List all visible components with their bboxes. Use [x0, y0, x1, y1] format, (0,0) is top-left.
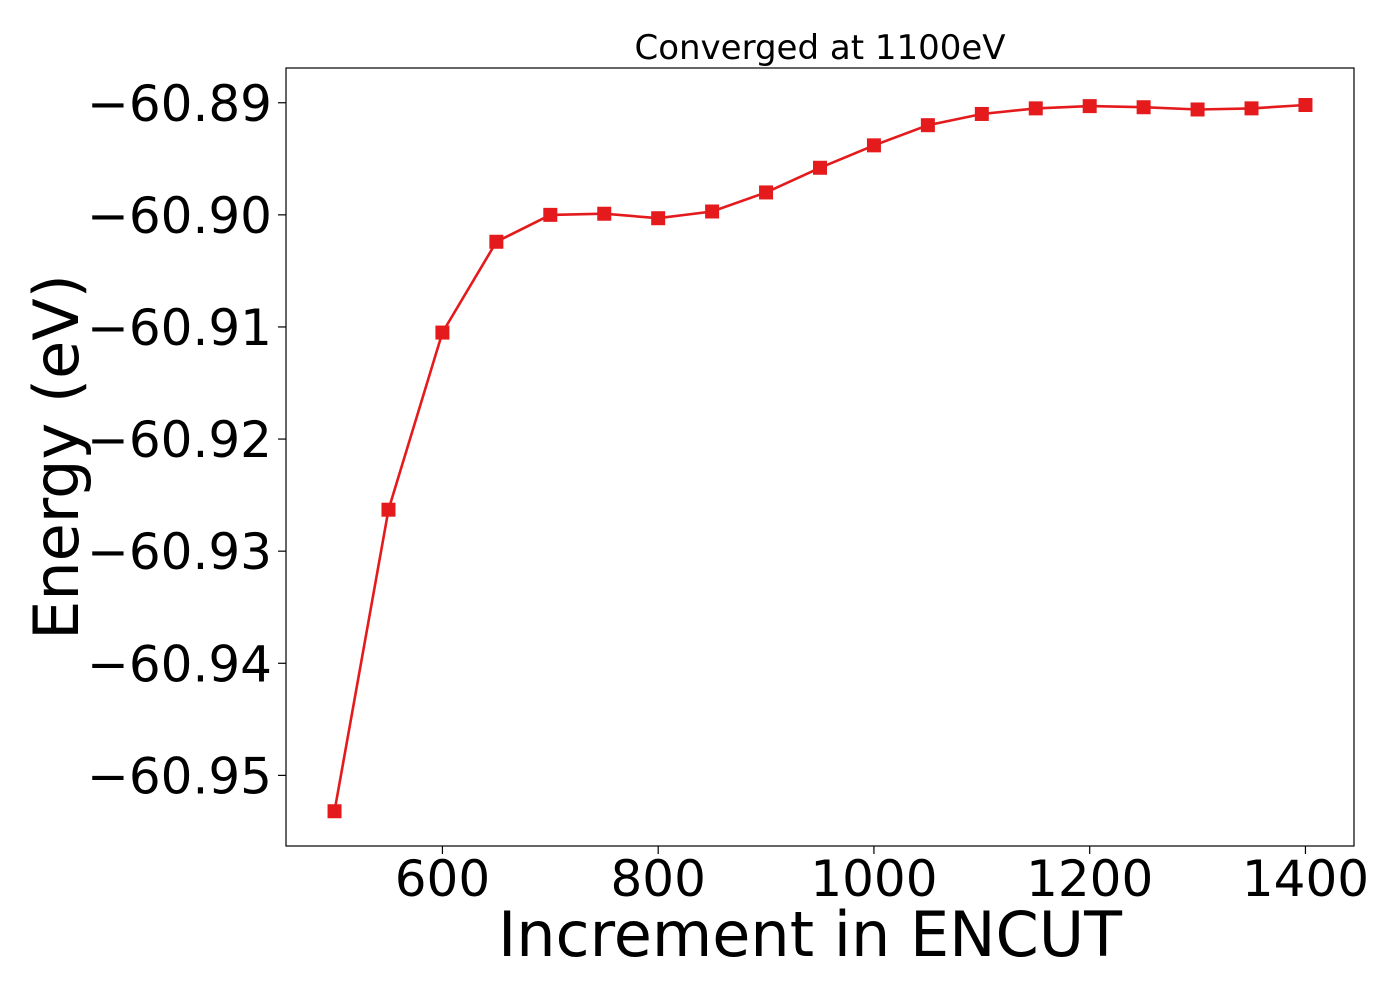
- chart-title: Converged at 1100eV: [634, 28, 1005, 68]
- y-tick-label: −60.91: [87, 299, 272, 357]
- data-point: [1244, 101, 1259, 116]
- y-tick-label: −60.89: [87, 75, 272, 133]
- data-point: [435, 325, 450, 340]
- x-tick-label: 800: [610, 850, 705, 908]
- data-point: [1298, 97, 1313, 112]
- y-tick-label: −60.93: [87, 523, 272, 581]
- data-point: [813, 160, 827, 175]
- data-point: [705, 204, 720, 219]
- data-point: [381, 502, 396, 517]
- y-tick-label: −60.92: [87, 411, 272, 469]
- data-point: [1190, 102, 1205, 117]
- y-axis: −60.89 −60.90 −60.91 −60.92 −60.93 −60.94 −60.…: [87, 75, 286, 805]
- x-tick-label: 1000: [810, 850, 937, 908]
- data-point: [1136, 100, 1151, 115]
- y-tick-label: −60.95: [87, 747, 272, 805]
- series-line: [333, 103, 1306, 812]
- plot-frame: [285, 67, 1355, 847]
- data-point: [651, 211, 666, 226]
- data-point: [327, 804, 342, 819]
- x-axis-label: Increment in ENCUT: [498, 898, 1123, 971]
- x-tick-label: 1400: [1242, 850, 1369, 908]
- x-tick-label: 1200: [1026, 850, 1153, 908]
- x-tick-label: 600: [395, 850, 490, 908]
- plot-area: [327, 97, 1313, 819]
- y-tick-label: −60.90: [87, 187, 272, 245]
- data-point: [597, 206, 612, 221]
- data-point: [543, 207, 558, 222]
- data-point: [974, 106, 989, 121]
- data-point: [759, 185, 774, 200]
- data-point: [920, 118, 935, 133]
- y-axis-label: Energy (eV): [20, 274, 93, 640]
- y-tick-label: −60.94: [87, 635, 272, 693]
- x-axis: 600 800 1000 1200 1400: [395, 846, 1369, 908]
- data-point: [489, 234, 504, 249]
- data-point: [1028, 101, 1043, 116]
- data-point: [866, 138, 881, 153]
- data-point: [1082, 99, 1097, 114]
